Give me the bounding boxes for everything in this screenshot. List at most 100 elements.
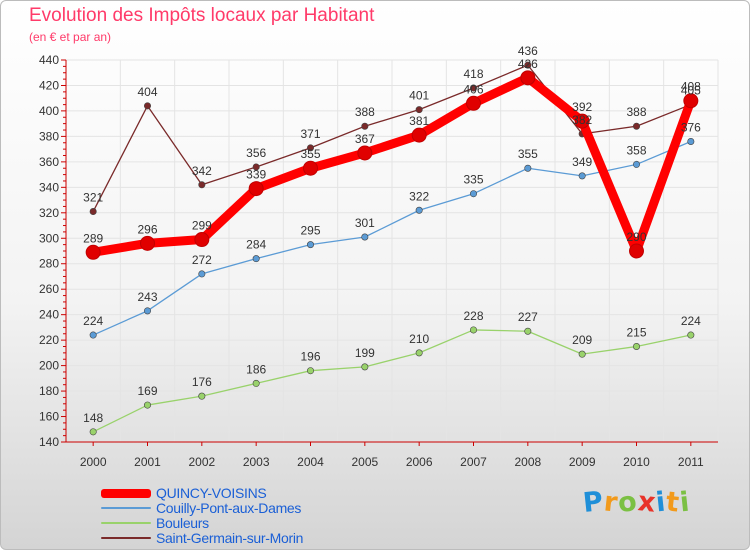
data-label: 339 [246, 168, 266, 182]
data-point [524, 164, 532, 172]
x-tick-label: 2007 [460, 455, 487, 469]
data-point [524, 327, 532, 335]
data-label: 296 [137, 222, 157, 236]
data-label: 186 [246, 362, 266, 376]
legend-item: Couilly-Pont-aux-Dames [101, 500, 301, 516]
x-tick-label: 2011 [678, 455, 704, 469]
data-label: 342 [192, 164, 212, 178]
y-tick-label: 160 [39, 410, 59, 424]
data-point [683, 93, 699, 109]
data-label: 436 [518, 44, 538, 58]
logo-letter: i [678, 486, 693, 519]
data-point [574, 113, 590, 129]
data-point [524, 61, 532, 69]
data-label: 224 [83, 314, 103, 328]
data-label: 224 [681, 314, 701, 328]
data-label: 371 [300, 127, 320, 141]
series-line [92, 329, 692, 433]
data-label: 358 [626, 143, 646, 157]
x-tick-label: 2005 [351, 455, 378, 469]
data-label: 405 [681, 84, 701, 98]
data-label: 301 [355, 216, 375, 230]
data-point [252, 255, 260, 263]
data-label: 290 [626, 230, 646, 244]
data-point [144, 102, 152, 110]
data-label: 349 [572, 155, 592, 169]
data-point [198, 181, 206, 189]
x-tick-label: 2008 [514, 455, 541, 469]
data-point [89, 428, 97, 436]
data-label: 321 [83, 191, 103, 205]
data-label: 355 [518, 147, 538, 161]
data-label: 289 [83, 231, 103, 245]
data-point [361, 363, 369, 371]
data-point [578, 350, 586, 358]
x-tick-label: 2003 [243, 455, 270, 469]
data-label: 169 [137, 384, 157, 398]
chart-title: Evolution des Impôts locaux par Habitant [29, 5, 375, 26]
data-point [632, 122, 640, 130]
legend-swatch [101, 507, 151, 509]
data-point [140, 235, 155, 251]
data-point [252, 379, 260, 387]
data-point [361, 233, 369, 241]
data-point [303, 160, 318, 176]
y-tick-label: 240 [39, 308, 59, 322]
data-label: 209 [572, 333, 592, 347]
data-point [632, 342, 640, 350]
data-point [629, 243, 644, 259]
data-label: 408 [681, 80, 701, 94]
y-tick-label: 300 [39, 231, 59, 245]
data-label: 215 [626, 326, 646, 340]
data-label: 299 [192, 219, 212, 233]
series-line [92, 140, 692, 336]
data-point [415, 206, 423, 214]
data-point [306, 144, 314, 152]
data-label: 426 [518, 57, 538, 71]
data-label: 388 [355, 105, 375, 119]
data-point [466, 95, 481, 111]
data-point [89, 208, 97, 216]
y-tick-label: 440 [39, 53, 59, 67]
legend-label: Saint-Germain-sur-Morin [156, 530, 304, 546]
data-label: 355 [300, 147, 320, 161]
data-label: 210 [409, 332, 429, 346]
y-tick-label: 400 [39, 104, 59, 118]
data-label: 418 [463, 67, 483, 81]
y-tick-label: 340 [39, 180, 59, 194]
y-tick-label: 220 [39, 333, 59, 347]
y-tick-label: 280 [39, 257, 59, 271]
legend-label: Bouleurs [156, 515, 209, 531]
data-point [306, 367, 314, 375]
data-point [85, 244, 101, 260]
data-point [415, 106, 423, 114]
data-label: 367 [355, 132, 375, 146]
y-tick-label: 360 [39, 155, 59, 169]
legend-label: Couilly-Pont-aux-Dames [156, 500, 302, 516]
data-label: 388 [626, 105, 646, 119]
data-point [469, 190, 477, 198]
data-label: 272 [192, 253, 212, 267]
legend-swatch [101, 537, 151, 539]
data-label: 196 [300, 350, 320, 364]
data-point [198, 270, 206, 278]
data-point [469, 326, 477, 334]
legend-item: Bouleurs [101, 515, 209, 531]
legend-item: QUINCY-VOISINS [101, 485, 267, 501]
legend-swatch [101, 488, 151, 498]
data-label: 227 [518, 310, 538, 324]
x-tick-label: 2004 [297, 455, 324, 469]
data-label: 392 [572, 100, 592, 114]
data-point [357, 145, 373, 161]
y-tick-label: 260 [39, 282, 59, 296]
x-tick-label: 2009 [569, 455, 596, 469]
data-point [194, 232, 210, 248]
data-label: 381 [409, 114, 429, 128]
x-tick-label: 2000 [80, 455, 107, 469]
data-point [144, 307, 152, 315]
data-point [198, 392, 206, 400]
data-label: 356 [246, 146, 266, 160]
data-label: 148 [83, 411, 103, 425]
data-point [144, 401, 152, 409]
